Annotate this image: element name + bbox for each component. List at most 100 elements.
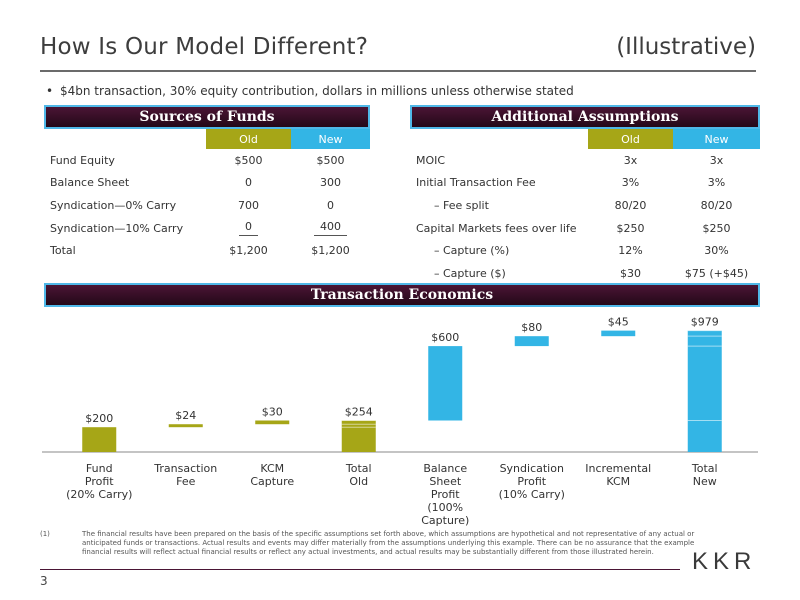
data-label-0: $200	[85, 412, 113, 425]
assumption-bullet: • $4bn transaction, 30% equity contributi…	[46, 84, 574, 98]
cell-label: MOIC	[410, 149, 588, 172]
cell-old: 3%	[588, 172, 673, 195]
data-label-1: $24	[175, 409, 196, 422]
cell-text: – Fee split	[434, 198, 489, 212]
table-row: Syndication—10% Carry 0 400	[44, 217, 370, 240]
cell-new: $250	[673, 217, 760, 240]
table-row: – Capture (%) 12% 30%	[410, 239, 760, 262]
data-label-5: $80	[521, 321, 542, 334]
footnote-number: (1)	[40, 530, 50, 538]
sources-table: Old New Fund Equity $500 $500 Balance Sheet…	[44, 129, 370, 262]
sources-banner: Sources of Funds	[44, 105, 370, 129]
table-row: Fund Equity $500 $500	[44, 149, 370, 172]
cell-old: $250	[588, 217, 673, 240]
assumptions-header-row: Old New	[410, 129, 760, 149]
bar-6	[601, 330, 636, 337]
x-tick-line: Profit	[430, 488, 460, 501]
x-tick-line: Incremental	[585, 462, 652, 475]
cell-old: 0	[206, 217, 291, 240]
table-row: Syndication—0% Carry 700 0	[44, 194, 370, 217]
cell-old: 80/20	[588, 194, 673, 217]
cell-new: 3x	[673, 149, 760, 172]
cell-text: $75 (+$45)	[684, 266, 749, 280]
bullet-icon: •	[46, 84, 54, 98]
cell-text: 30%	[704, 244, 729, 258]
cell-text: Balance Sheet	[50, 176, 130, 190]
table-row: Capital Markets fees over life $250 $250	[410, 217, 760, 240]
cell-old: 12%	[588, 239, 673, 262]
x-tick-line: (100%	[427, 501, 464, 514]
x-tick-line: Total	[691, 462, 718, 475]
assumptions-col-old: Old	[588, 129, 673, 149]
cell-new: $500	[291, 149, 370, 172]
table-row: Total $1,200 $1,200	[44, 239, 370, 262]
cell-text: $250	[702, 221, 731, 235]
page-title: How Is Our Model Different?	[40, 34, 369, 60]
assumptions-header-spacer	[410, 129, 588, 149]
bar-0	[82, 427, 117, 452]
bar-3	[341, 420, 376, 452]
cell-label: – Capture ($)	[410, 262, 588, 285]
cell-text: 0	[245, 176, 252, 190]
assumptions-table: Old New MOIC 3x 3x Initial Transaction Fee 3…	[410, 129, 760, 285]
economics-banner: Transaction Economics	[44, 283, 760, 307]
table-row: – Capture ($) $30 $75 (+$45)	[410, 262, 760, 285]
illustrative-tag: (Illustrative)	[616, 34, 756, 60]
cell-new: 0	[291, 194, 370, 217]
cell-label: – Capture (%)	[410, 239, 588, 262]
cell-text: Syndication—10% Carry	[50, 221, 184, 235]
cell-label: Fund Equity	[44, 149, 206, 172]
bullet-text: $4bn transaction, 30% equity contributio…	[60, 84, 574, 98]
cell-text: 400	[314, 220, 347, 237]
x-tick-label-2: KCM Capture	[227, 462, 317, 488]
cell-new: 80/20	[673, 194, 760, 217]
cell-old: 3x	[588, 149, 673, 172]
cell-text: 3x	[709, 153, 724, 167]
footer-divider	[40, 569, 680, 570]
x-tick-label-4: Balance Sheet Profit (100% Capture)	[400, 462, 490, 527]
x-tick-label-7: Total New	[660, 462, 750, 488]
x-tick-line: Profit	[517, 475, 547, 488]
cell-text: 3%	[707, 176, 726, 190]
table-row: Balance Sheet 0 300	[44, 172, 370, 195]
cell-text: 80/20	[700, 198, 733, 212]
logo-text: KKR	[692, 548, 756, 574]
bar-4	[428, 346, 463, 421]
cell-text: 3%	[621, 176, 640, 190]
cell-new: 3%	[673, 172, 760, 195]
cell-label: Initial Transaction Fee	[410, 172, 588, 195]
cell-new: 300	[291, 172, 370, 195]
x-tick-line: Transaction	[154, 462, 218, 475]
title-divider	[40, 70, 756, 72]
x-tick-label-1: Transaction Fee	[141, 462, 231, 488]
cell-text: Fund Equity	[50, 153, 115, 167]
sources-col-new: New	[291, 129, 370, 149]
cell-old: $500	[206, 149, 291, 172]
cell-text: $1,200	[311, 244, 350, 258]
cell-text: 700	[238, 198, 259, 212]
cell-text: 300	[320, 176, 341, 190]
cell-text: – Capture (%)	[434, 244, 510, 258]
data-label-3: $254	[345, 406, 373, 419]
cell-label: Syndication—10% Carry	[44, 217, 206, 240]
cell-text: 12%	[618, 244, 643, 258]
page-number: 3	[40, 574, 48, 588]
footnote-text: The financial results have been prepared…	[82, 530, 695, 556]
cell-label: – Fee split	[410, 194, 588, 217]
x-tick-label-6: Incremental KCM	[573, 462, 663, 488]
cell-text: $250	[616, 221, 645, 235]
bar-7	[687, 330, 722, 452]
cell-text: Initial Transaction Fee	[416, 176, 536, 190]
x-tick-line: Capture)	[421, 514, 470, 527]
assumptions-banner: Additional Assumptions	[410, 105, 760, 129]
x-tick-line: (20% Carry)	[66, 488, 133, 501]
x-tick-line: Balance	[423, 462, 468, 475]
cell-text: $500	[316, 153, 345, 167]
x-tick-line: Fee	[176, 475, 196, 488]
data-label-2: $30	[262, 406, 283, 419]
waterfall-chart: $200 $24 $30 $254 $600 $80 $45 $979	[42, 316, 758, 453]
x-tick-label-3: Total Old	[314, 462, 404, 488]
x-tick-line: Fund	[85, 462, 113, 475]
kkr-logo: KKR	[692, 548, 756, 574]
cell-text: Total	[50, 244, 76, 258]
